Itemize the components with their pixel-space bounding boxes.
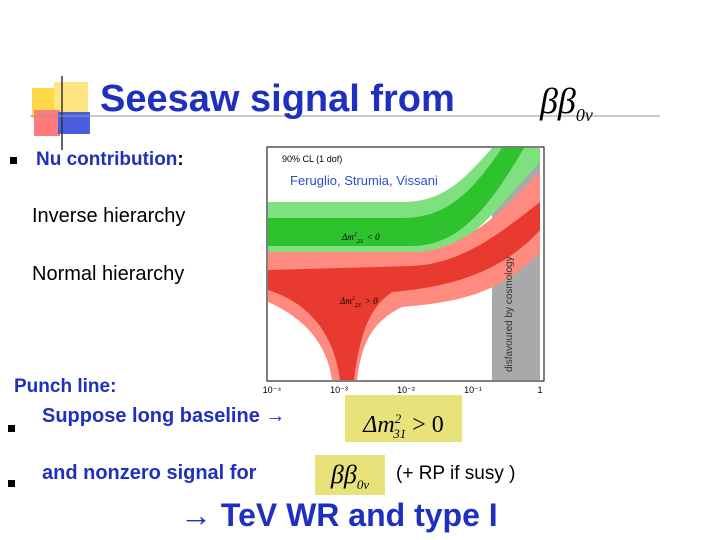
l-rel: > 0 [365,296,378,306]
bullet [8,480,15,487]
l-base: Δm [341,232,354,242]
punch-heading: Punch line: [14,376,117,397]
l-sup: 2 [354,232,357,238]
l-sub: 23 [357,239,363,245]
formula-box: ββ0ν [315,455,385,495]
l-rel: < 0 [367,232,380,242]
x-tick-label: 1 [537,385,542,395]
l-base: Δm [339,296,352,306]
f-sub: 0ν [356,477,370,493]
conclusion: → TeV WR and type I [180,497,498,533]
bullet [8,425,15,432]
nu-contribution: Nu contribution [36,149,178,170]
x-tick-label: 10⁻⁴ [263,385,282,395]
f-sub: 31 [393,425,407,441]
f-base: ββ [330,460,357,489]
bullet-text: Nu contribution: [36,149,184,171]
inverse-band-inner [268,148,524,246]
l-sub: 23 [355,303,361,309]
punch-line2: and nonzero signal for [42,462,257,484]
x-tick-label: 10⁻³ [330,385,348,395]
formula-base: ββ [540,81,576,121]
x-tick-label: 10⁻¹ [464,385,482,395]
title: Seesaw signal from [100,78,455,120]
colon: : [177,149,184,170]
l-sup: 2 [352,296,355,302]
f-base: Δm [363,412,395,438]
normal-band-label: Δm223 > 0 [339,296,378,309]
authors: Feruglio, Strumia, Vissani [290,173,438,188]
f-rel: > 0 [412,412,444,438]
bullet [10,157,17,164]
punch-line1: Suppose long baseline → [42,405,286,427]
formula-sub: 0ν [575,105,593,126]
formula-box: Δm231 > 0 [345,395,462,442]
plot: 90% CL (1 dof) Feruglio, Strumia, Vissan… [263,146,545,395]
title-formula: ββ0ν [540,80,593,126]
punch-note: (+ RP if susy ) [396,463,516,484]
f-sup: 2 [394,411,402,426]
normal-band-inner [268,202,540,380]
cosmology-label: disfavoured by cosmology [504,256,515,372]
x-tick-label: 10⁻² [397,385,415,395]
cl-label: 90% CL (1 dof) [282,154,342,164]
normal-label: Normal hierarchy [32,263,185,285]
inverse-band-label: Δm223 < 0 [341,232,380,245]
inverse-label: Inverse hierarchy [32,205,186,227]
